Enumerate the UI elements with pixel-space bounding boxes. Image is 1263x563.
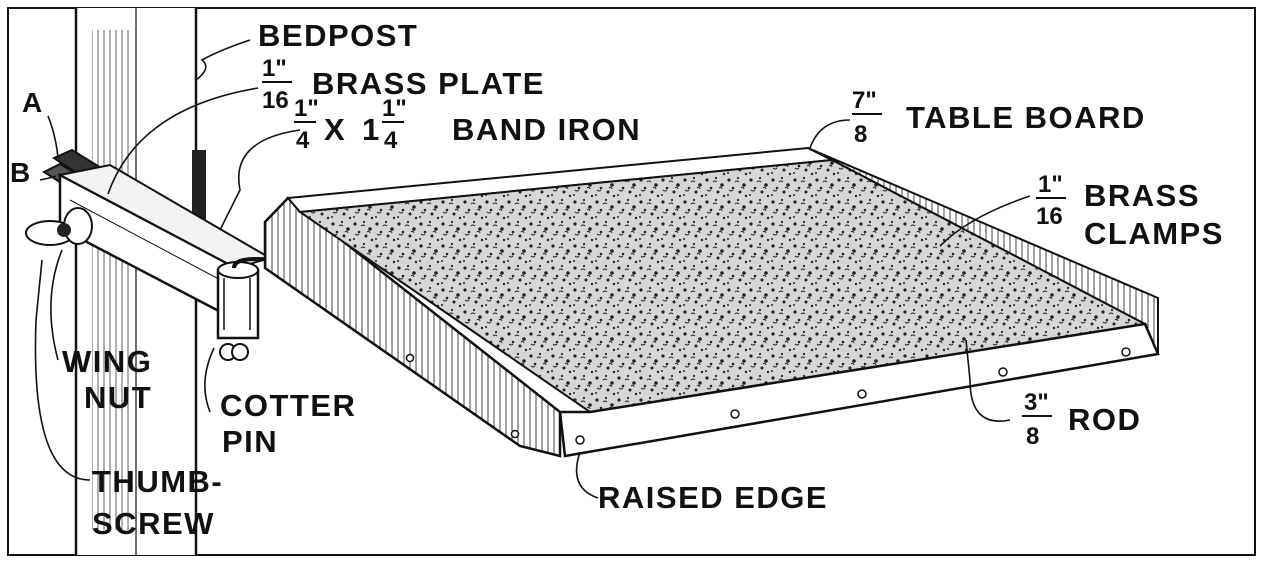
svg-text:1": 1": [382, 95, 407, 122]
svg-text:WING: WING: [62, 344, 152, 379]
svg-text:SCREW: SCREW: [92, 506, 215, 541]
label-rod: 3" 8 ROD: [1022, 389, 1141, 450]
label-cotter-pin: COTTER PIN: [220, 388, 356, 459]
svg-text:1": 1": [1038, 171, 1063, 198]
label-a: A: [22, 87, 42, 118]
figure-border: [7, 7, 1256, 556]
svg-text:8: 8: [1026, 423, 1039, 450]
svg-text:BRASS PLATE: BRASS PLATE: [312, 66, 545, 101]
svg-text:PIN: PIN: [222, 424, 278, 459]
svg-text:7": 7": [852, 87, 877, 114]
label-bedpost: BEDPOST: [258, 18, 418, 53]
svg-text:BAND IRON: BAND IRON: [452, 112, 641, 147]
label-thumbscrew: THUMB- SCREW: [92, 464, 223, 541]
wing-nut: [25, 207, 93, 246]
svg-text:X: X: [324, 112, 346, 147]
svg-text:NUT: NUT: [84, 380, 152, 415]
svg-text:1: 1: [362, 112, 381, 147]
cotter-pin: [216, 257, 278, 361]
clamp-screws: [405, 347, 1131, 445]
svg-text:COTTER: COTTER: [220, 388, 356, 423]
label-raised-edge: RAISED EDGE: [598, 480, 828, 515]
leader-lines: [34, 39, 1031, 499]
svg-text:TABLE BOARD: TABLE BOARD: [906, 100, 1146, 135]
label-table-board: 7" 8 TABLE BOARD: [852, 87, 1146, 148]
svg-text:CLAMPS: CLAMPS: [1084, 216, 1224, 251]
table-board: [263, 146, 1160, 458]
svg-text:BRASS: BRASS: [1084, 178, 1200, 213]
svg-text:THUMB-: THUMB-: [92, 464, 223, 499]
label-wing-nut: WING NUT: [62, 344, 152, 415]
svg-text:1": 1": [262, 55, 287, 82]
label-band-iron: 1" 4 X 1 1" 4 BAND IRON: [294, 95, 641, 154]
svg-text:16: 16: [1036, 203, 1063, 230]
svg-text:16: 16: [262, 87, 289, 114]
svg-text:4: 4: [384, 127, 398, 154]
svg-text:4: 4: [296, 127, 310, 154]
label-brass-clamps: 1" 16 BRASS CLAMPS: [1036, 171, 1224, 251]
svg-text:8: 8: [854, 121, 867, 148]
svg-text:3": 3": [1024, 389, 1049, 416]
label-brass-plate: 1" 16 BRASS PLATE: [262, 55, 545, 114]
svg-text:1": 1": [294, 95, 319, 122]
svg-text:ROD: ROD: [1068, 402, 1141, 437]
label-b: B: [10, 157, 30, 188]
